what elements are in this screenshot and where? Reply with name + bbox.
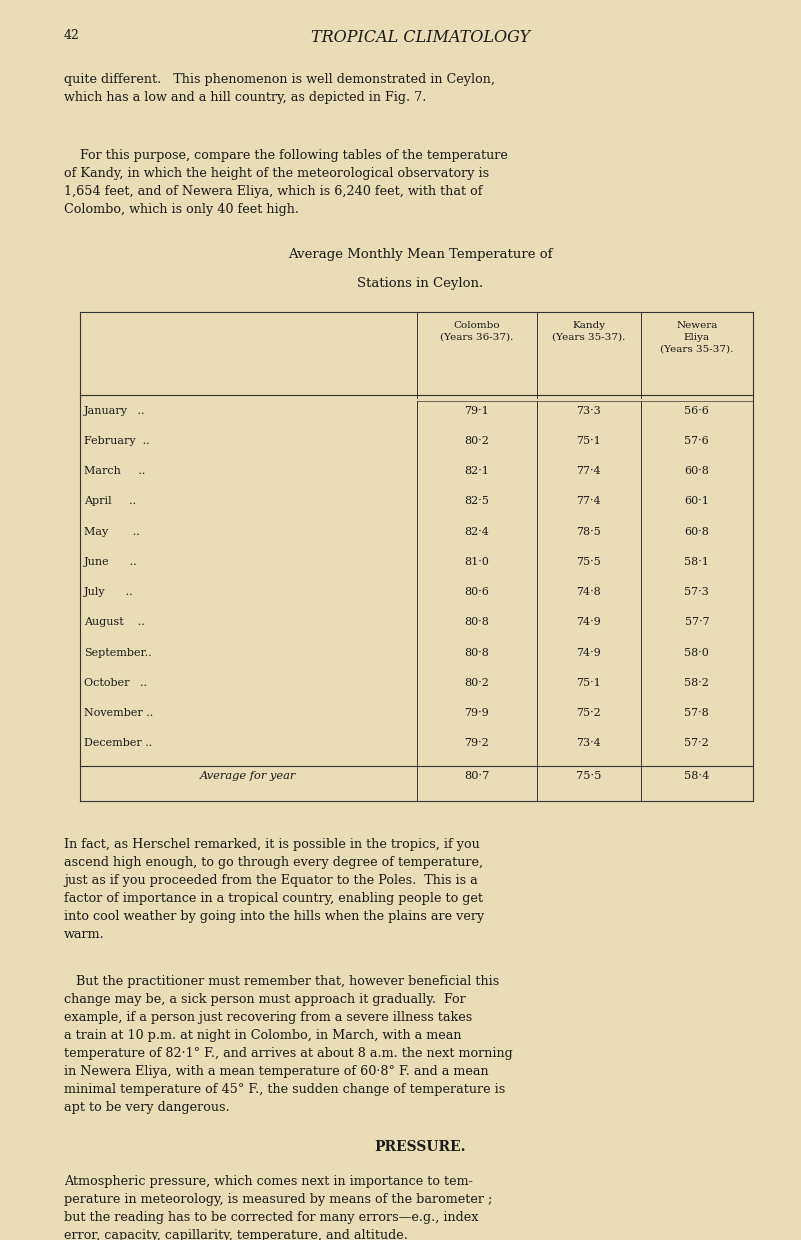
Text: 74·8: 74·8 bbox=[577, 587, 601, 598]
Text: 74·9: 74·9 bbox=[577, 618, 601, 627]
Text: Atmospheric pressure, which comes next in importance to tem-
perature in meteoro: Atmospheric pressure, which comes next i… bbox=[64, 1176, 493, 1240]
Text: 75·1: 75·1 bbox=[577, 678, 601, 688]
Text: May       ..: May .. bbox=[84, 527, 140, 537]
Text: 58·0: 58·0 bbox=[684, 647, 710, 657]
Text: 74·9: 74·9 bbox=[577, 647, 601, 657]
Text: January   ..: January .. bbox=[84, 405, 146, 415]
Text: 60·8: 60·8 bbox=[684, 466, 710, 476]
Text: PRESSURE.: PRESSURE. bbox=[375, 1141, 466, 1154]
Text: 73·4: 73·4 bbox=[577, 738, 601, 748]
Text: 79·2: 79·2 bbox=[465, 738, 489, 748]
Text: 60·1: 60·1 bbox=[684, 496, 710, 506]
Text: 73·3: 73·3 bbox=[577, 405, 601, 415]
Text: 80·2: 80·2 bbox=[464, 678, 489, 688]
Text: 80·6: 80·6 bbox=[464, 587, 489, 598]
Text: 57·8: 57·8 bbox=[685, 708, 709, 718]
Text: Colombo
(Years 36-37).: Colombo (Years 36-37). bbox=[440, 321, 513, 342]
Text: quite different.   This phenomenon is well demonstrated in Ceylon,
which has a l: quite different. This phenomenon is well… bbox=[64, 73, 495, 104]
Text: 77·4: 77·4 bbox=[577, 466, 601, 476]
Text: 78·5: 78·5 bbox=[577, 527, 601, 537]
Text: December ..: December .. bbox=[84, 738, 152, 748]
Text: August    ..: August .. bbox=[84, 618, 145, 627]
Text: Stations in Ceylon.: Stations in Ceylon. bbox=[357, 277, 484, 290]
Text: Newera
Eliya
(Years 35-37).: Newera Eliya (Years 35-37). bbox=[660, 321, 734, 353]
Text: Kandy
(Years 35-37).: Kandy (Years 35-37). bbox=[552, 321, 626, 342]
Text: But the practitioner must remember that, however beneficial this
change may be, : But the practitioner must remember that,… bbox=[64, 976, 513, 1115]
Text: 75·2: 75·2 bbox=[577, 708, 601, 718]
Text: October   ..: October .. bbox=[84, 678, 147, 688]
Text: 57·2: 57·2 bbox=[685, 738, 709, 748]
Text: Average for year: Average for year bbox=[200, 771, 296, 781]
Text: 80·8: 80·8 bbox=[464, 618, 489, 627]
Text: June      ..: June .. bbox=[84, 557, 138, 567]
Text: July      ..: July .. bbox=[84, 587, 134, 598]
Text: February  ..: February .. bbox=[84, 436, 150, 446]
Text: 81·0: 81·0 bbox=[464, 557, 489, 567]
Text: March     ..: March .. bbox=[84, 466, 146, 476]
Text: 58·1: 58·1 bbox=[684, 557, 710, 567]
Text: 42: 42 bbox=[64, 29, 80, 42]
Text: 60·8: 60·8 bbox=[684, 527, 710, 537]
Text: 58·2: 58·2 bbox=[684, 678, 710, 688]
Text: 82·1: 82·1 bbox=[464, 466, 489, 476]
Text: September..: September.. bbox=[84, 647, 151, 657]
Text: TROPICAL CLIMATOLOGY: TROPICAL CLIMATOLOGY bbox=[311, 29, 530, 46]
Text: 79·1: 79·1 bbox=[465, 405, 489, 415]
Text: Average Monthly Mean Temperature of: Average Monthly Mean Temperature of bbox=[288, 248, 553, 260]
Text: 80·8: 80·8 bbox=[464, 647, 489, 657]
Text: In fact, as Herschel remarked, it is possible in the tropics, if you
ascend high: In fact, as Herschel remarked, it is pos… bbox=[64, 838, 485, 941]
Text: 58·4: 58·4 bbox=[684, 771, 710, 781]
Text: For this purpose, compare the following tables of the temperature
of Kandy, in w: For this purpose, compare the following … bbox=[64, 149, 508, 216]
Text: 79·9: 79·9 bbox=[465, 708, 489, 718]
Text: 75·5: 75·5 bbox=[576, 771, 602, 781]
Text: 80·7: 80·7 bbox=[464, 771, 489, 781]
Text: 56·6: 56·6 bbox=[684, 405, 710, 415]
Text: 80·2: 80·2 bbox=[464, 436, 489, 446]
Text: 82·5: 82·5 bbox=[464, 496, 489, 506]
Text: November ..: November .. bbox=[84, 708, 153, 718]
Text: 75·5: 75·5 bbox=[577, 557, 601, 567]
Text: April     ..: April .. bbox=[84, 496, 136, 506]
Text: 57·6: 57·6 bbox=[685, 436, 709, 446]
Text: 57·7: 57·7 bbox=[685, 618, 709, 627]
Text: 77·4: 77·4 bbox=[577, 496, 601, 506]
Text: 75·1: 75·1 bbox=[577, 436, 601, 446]
Text: 57·3: 57·3 bbox=[685, 587, 709, 598]
Text: 82·4: 82·4 bbox=[464, 527, 489, 537]
